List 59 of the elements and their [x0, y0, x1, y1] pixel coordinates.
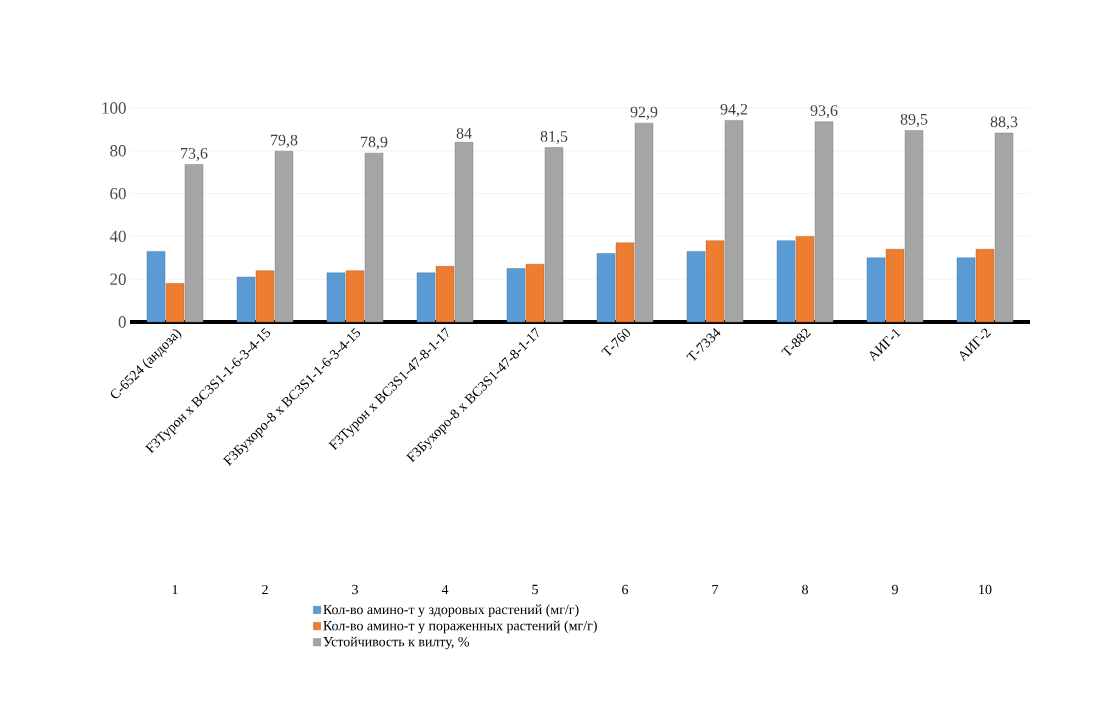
data-label: 93,6 [810, 105, 838, 119]
bar [146, 251, 166, 323]
bar [345, 270, 365, 323]
data-label: 92,9 [630, 106, 658, 120]
data-label: 94,2 [720, 103, 748, 117]
data-label: 89,5 [900, 113, 928, 127]
bar [525, 264, 545, 323]
bar [956, 257, 976, 323]
bar [454, 142, 474, 323]
bar [866, 257, 886, 323]
bar [634, 122, 654, 323]
bar [506, 268, 526, 323]
text: 9 [891, 584, 898, 595]
text: 3 [352, 584, 358, 595]
data-label: 79,8 [271, 134, 298, 148]
bar [814, 121, 834, 323]
data-label: 88,3 [990, 116, 1018, 130]
data-label: 78,9 [361, 136, 388, 150]
bar [274, 151, 294, 323]
y-tick-label: 80 [110, 145, 126, 157]
y-tick-label: 100 [102, 102, 126, 114]
bar [416, 272, 436, 323]
bar [615, 242, 635, 323]
text: 2 [262, 584, 268, 595]
data-label: 81,5 [540, 131, 568, 145]
data-label: 73,6 [181, 147, 208, 161]
text: 7 [712, 584, 719, 595]
y-tick-label: 0 [118, 316, 126, 328]
bar [596, 253, 616, 323]
bar [544, 147, 564, 323]
bar [975, 249, 995, 323]
text: 1 [172, 584, 178, 595]
bar [165, 283, 185, 323]
bar [705, 240, 725, 323]
bar [184, 164, 204, 323]
y-tick-label: 60 [110, 187, 126, 200]
bar [435, 266, 455, 323]
bar [364, 152, 384, 323]
bar [326, 272, 346, 323]
text: 5 [532, 584, 538, 595]
legend-label: Кол-во амино-т у пораженных растений (мг/г) [323, 620, 597, 634]
bar [686, 251, 706, 323]
bar [904, 130, 924, 323]
legend-label: Устойчивость к вилту, % [323, 636, 469, 650]
text: 10 [979, 584, 992, 595]
y-tick-label: 20 [110, 273, 126, 285]
bar [724, 120, 744, 323]
data-label: 84 [456, 127, 472, 139]
bar [885, 249, 905, 323]
bar [255, 270, 275, 323]
bar [994, 132, 1014, 323]
text: 6 [622, 584, 629, 595]
text: 4 [441, 584, 449, 595]
text: 8 [802, 584, 808, 595]
bar [776, 240, 796, 323]
bar [795, 236, 815, 323]
bar [236, 276, 256, 323]
y-tick-label: 40 [109, 230, 126, 243]
legend-label: Кол-во амино-т у здоровых растений (мг/г) [323, 604, 579, 618]
